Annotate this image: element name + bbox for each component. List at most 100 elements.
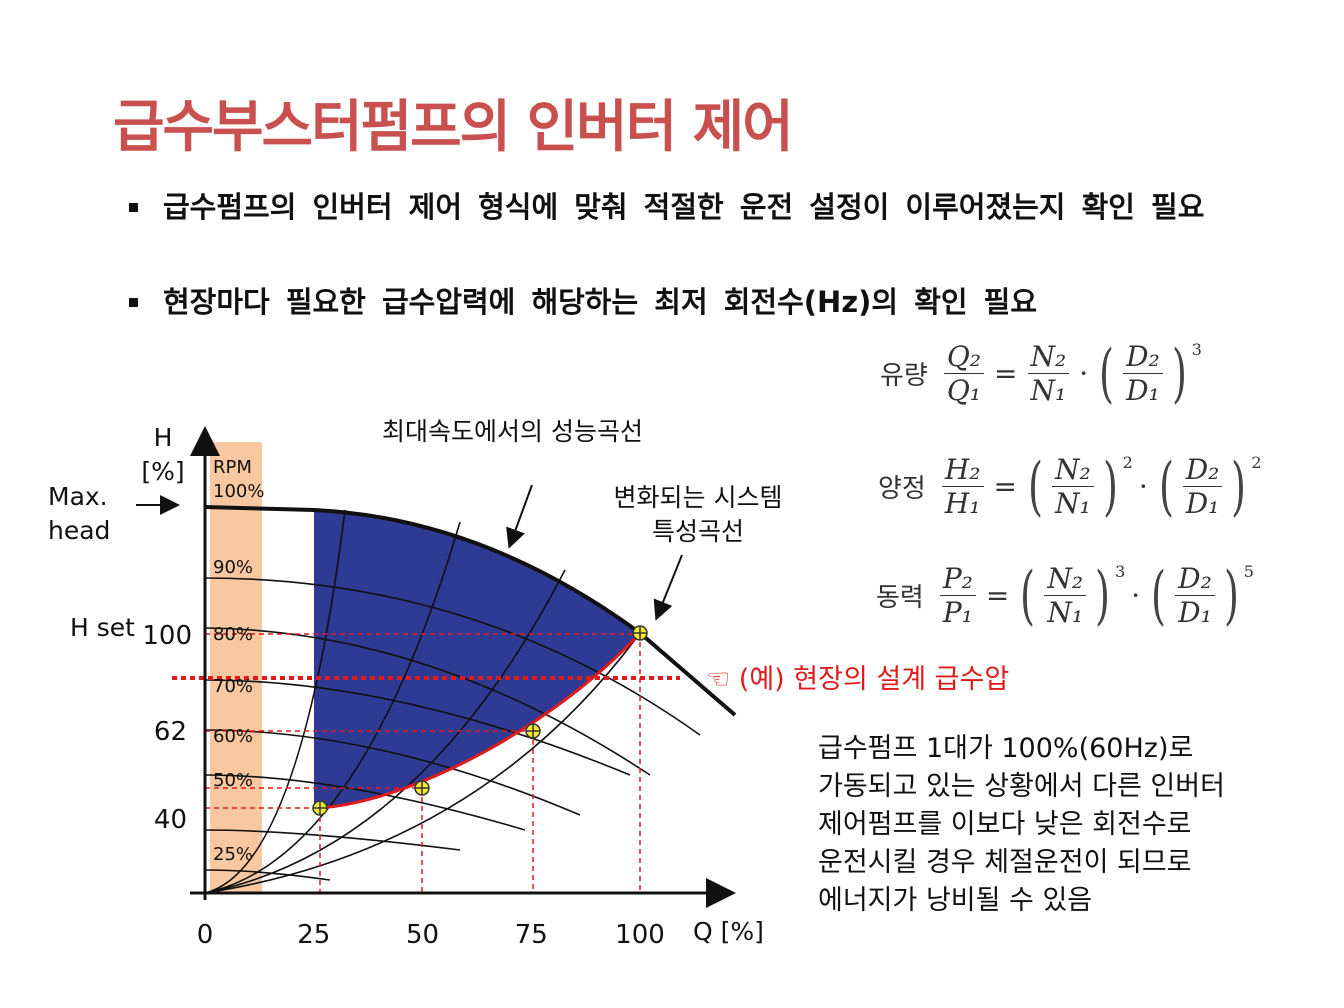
numerator: D₂ [1123,340,1163,374]
denominator: N₁ [1054,487,1091,520]
formula: 동력 P₂ P₁ =(N₂ N₁) 3 ·(D₂ D₁) 5 [876,562,1254,629]
rpm-label: 25% [213,844,253,865]
note-line: 운전시킬 경우 체절운전이 되므로 [818,847,1192,878]
y-tick-label: 100 [142,621,192,651]
y-axis-unit: [%] [141,457,184,486]
denominator: Q₁ [946,374,982,407]
fraction: H₂ H₁ [941,453,984,520]
design-pressure-label: ☜ (예) 현장의 설계 급수압 [706,664,1009,695]
bullet: 급수펌프의 인버터 제어 형식에 맞춰 적절한 운전 설정이 이루어졌는지 확인… [129,184,1243,230]
operator: · [1138,470,1148,503]
fraction: D₂ D₁ [1182,453,1223,520]
y-axis-title: H [154,423,173,452]
rpm-label: 60% [213,726,253,747]
operating-points [312,625,648,816]
max-speed-curve [204,505,737,717]
numerator: H₂ [941,453,984,487]
fraction: D₂ D₁ [1123,340,1163,407]
h-set-label: H set [70,613,135,642]
rpm-label: 100% [213,481,264,502]
formula: 양정 H₂ H₁ =(N₂ N₁) 2 ·(D₂ D₁) 2 [878,453,1262,520]
parenthesis: ) [1095,558,1111,633]
fraction: N₂ N₁ [1044,562,1087,629]
note: 급수펌프 1대가 100%(60Hz)로 가동되고 있는 상황에서 다른 인버터 제… [818,730,1225,920]
formula-label: 유량 [880,361,928,391]
bullet-marker [129,203,138,212]
parenthesis: ) [1102,449,1118,524]
rpm-label: 50% [213,770,253,791]
operator: = [993,470,1017,503]
system-curve [319,631,642,810]
bullet-text: 급수펌프의 인버터 제어 형식에 맞춰 적절한 운전 설정이 이루어졌는지 확인… [163,190,1205,224]
rpm-label: 90% [213,557,253,578]
formula-label: 양정 [878,474,926,504]
rpm-label: 70% [213,676,253,697]
x-tick-label: 0 [197,920,214,950]
denominator: N₁ [1030,374,1067,407]
annotation-arrow [506,484,533,549]
rpm-title: RPM [213,457,252,478]
exponent: 2 [1122,453,1133,472]
numerator: N₂ [1044,562,1087,596]
y-tick-label: 40 [154,805,187,835]
x-tick-label: 50 [406,920,439,950]
note-line: 제어펌프를 이보다 낮은 회전수로 [818,809,1192,840]
speed-curves [204,509,701,894]
numerator: Q₂ [943,340,985,374]
exponent: 3 [1191,340,1202,359]
x-tick-label: 100 [615,920,665,950]
denominator: N₁ [1047,596,1084,629]
operator: · [1079,357,1089,390]
formula: 유량 Q₂ Q₁ = N₂ N₁ ·(D₂ D₁) 3 [880,340,1202,407]
note-line: 에너지가 낭비될 수 있음 [818,885,1093,916]
fraction: N₂ N₁ [1051,453,1094,520]
rpm-label: 80% [213,624,253,645]
exponent: 3 [1115,562,1126,581]
operator: · [1131,579,1141,612]
numerator: P₂ [939,562,976,596]
parenthesis: ( [1020,558,1036,633]
denominator: D₁ [1185,487,1220,520]
bullet: 현장마다 필요한 급수압력에 해당하는 최저 회전수(Hz)의 확인 필요 [129,279,1243,325]
bullet-marker [129,298,138,307]
curve-label: 최대속도에서의 성능곡선 [382,417,643,446]
fraction: Q₂ Q₁ [943,340,985,407]
y-tick-label: 62 [154,717,187,747]
fraction: D₂ D₁ [1175,562,1215,629]
x-axis-title: Q [%] [693,917,764,946]
numerator: N₂ [1051,453,1094,487]
system-curve-label: 특성곡선 [652,517,744,546]
slide-title: 급수부스터펌프의 인버터 제어 [113,95,794,160]
denominator: P₁ [942,596,973,629]
formula-label: 동력 [876,583,924,613]
annotation-arrow [653,554,683,621]
parenthesis: ) [1231,449,1247,524]
parenthesis: ) [1171,336,1187,411]
max-head-label: head [48,516,110,545]
denominator: H₁ [944,487,981,520]
numerator: N₂ [1027,340,1070,374]
denominator: D₁ [1178,596,1212,629]
fraction: P₂ P₁ [939,562,976,629]
parenthesis: ( [1151,558,1167,633]
max-head-label: Max. [48,482,108,511]
numerator: D₂ [1182,453,1223,487]
exponent: 5 [1243,562,1254,581]
operator: = [985,579,1010,612]
denominator: D₁ [1126,374,1160,407]
operating-area [314,510,640,808]
system-curve-label: 변화되는 시스템 [614,483,783,512]
exponent: 2 [1251,453,1262,472]
operator: = [994,357,1018,390]
parenthesis: ) [1223,558,1239,633]
x-tick-label: 25 [297,920,330,950]
bullet-text: 현장마다 필요한 급수압력에 해당하는 최저 회전수(Hz)의 확인 필요 [163,285,1038,319]
parenthesis: ( [1158,449,1174,524]
guide-lines [205,633,641,893]
fraction: N₂ N₁ [1027,340,1070,407]
rpm-band [210,442,262,893]
parenthesis: ( [1027,449,1043,524]
